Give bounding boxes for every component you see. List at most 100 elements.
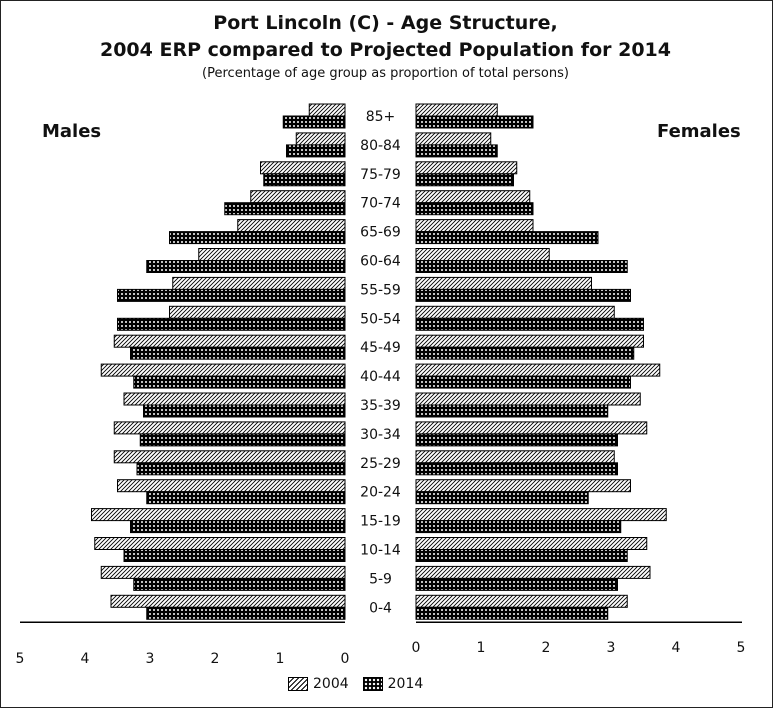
bar-male-2004-55-59 [172,276,346,290]
bar-male-2004-45-49 [113,334,346,348]
bar-male-2014-30-34 [139,433,346,447]
bar-female-2014-75-79 [415,173,514,187]
bar-female-2014-60-64 [415,260,628,273]
bar-female-2004-30-34 [415,421,648,435]
bar-female-2014-65-69 [415,231,599,245]
age-label: 20-24 [360,485,401,501]
male-tick-label: 4 [81,651,90,667]
bars-group [91,103,667,620]
legend: 2004 2014 [288,676,437,692]
bar-male-2014-45-49 [130,346,346,360]
female-tick-label: 2 [542,640,551,656]
bar-male-2014-60-64 [146,260,346,273]
bar-male-2004-60-64 [198,248,346,261]
bar-female-2004-25-29 [415,450,615,464]
axes-group: 85+80-8475-7970-7465-6960-6455-5950-5445… [16,109,746,667]
legend-item-2014: 2014 [362,676,424,692]
age-label: 75-79 [360,167,401,183]
legend-swatch-2004 [288,677,308,691]
legend-label-2014: 2014 [387,676,424,692]
male-tick-label: 0 [341,651,350,667]
bar-female-2014-20-24 [415,491,589,505]
chart-subtitle: (Percentage of age group as proportion o… [202,66,569,81]
chart-title: Port Lincoln (C) - Age Structure, [213,12,558,34]
age-label: 60-64 [360,254,401,270]
bar-female-2004-10-14 [415,537,648,550]
legend-item-2004: 2004 [288,676,349,692]
legend-swatch-2014 [362,677,383,691]
bar-male-2004-40-44 [100,363,346,377]
bar-female-2014-0-4 [415,606,609,620]
bar-male-2014-85+ [282,115,346,129]
bar-male-2014-5-9 [133,577,346,591]
bar-male-2004-50-54 [169,305,346,319]
bar-female-2004-60-64 [415,248,550,261]
male-tick-label: 1 [276,651,285,667]
bar-male-2014-35-39 [143,404,346,418]
age-label: 55-59 [360,282,401,298]
bar-female-2004-15-19 [415,508,667,522]
bar-male-2014-80-84 [286,144,346,158]
bar-female-2004-75-79 [415,161,518,175]
bar-female-2014-45-49 [415,346,635,360]
bar-male-2014-75-79 [263,173,346,187]
bar-male-2004-0-4 [110,594,346,608]
age-label: 5-9 [369,571,392,587]
bar-female-2004-5-9 [415,565,651,579]
age-label: 35-39 [360,398,401,414]
age-label: 50-54 [360,311,401,327]
male-tick-label: 2 [211,651,220,667]
male-tick-label: 3 [146,651,155,667]
bar-female-2014-30-34 [415,433,618,447]
age-label: 70-74 [360,196,401,212]
bar-male-2014-15-19 [130,520,346,534]
title-block: Port Lincoln (C) - Age Structure, 2004 E… [0,10,771,83]
bar-male-2004-85+ [308,103,346,117]
bar-male-2014-50-54 [117,317,346,331]
bar-female-2004-55-59 [415,276,592,290]
female-tick-label: 1 [477,640,486,656]
bar-male-2004-25-29 [113,450,346,464]
bar-female-2014-35-39 [415,404,609,418]
bar-male-2004-70-74 [250,190,346,204]
female-tick-label: 0 [412,640,421,656]
bar-female-2004-0-4 [415,594,628,608]
female-tick-label: 3 [607,640,616,656]
bar-male-2004-30-34 [113,421,346,435]
bar-male-2014-55-59 [117,288,346,302]
age-label: 85+ [366,109,396,125]
age-label: 40-44 [360,369,401,385]
chart-title-line-2: 2004 ERP compared to Projected Populatio… [99,39,671,61]
bar-female-2014-40-44 [415,375,631,389]
bar-male-2004-65-69 [237,219,346,233]
bar-male-2014-65-69 [169,231,346,245]
female-tick-label: 5 [737,640,746,656]
female-tick-label: 4 [672,640,681,656]
age-label: 45-49 [360,340,401,356]
bar-female-2004-40-44 [415,363,661,377]
bar-female-2004-80-84 [415,132,492,146]
bar-male-2014-0-4 [146,606,346,620]
age-label: 10-14 [360,543,401,559]
male-tick-label: 5 [16,651,25,667]
bar-female-2014-55-59 [415,288,631,302]
bar-female-2004-85+ [415,103,498,117]
bar-female-2004-35-39 [415,392,641,406]
bar-male-2004-10-14 [94,537,346,550]
age-label: 15-19 [360,514,401,530]
bar-female-2004-50-54 [415,305,615,319]
bar-female-2014-50-54 [415,317,644,331]
bar-male-2014-70-74 [224,202,346,216]
age-label: 65-69 [360,225,401,241]
bar-female-2004-65-69 [415,219,534,233]
bar-female-2004-45-49 [415,334,644,348]
bar-male-2014-25-29 [136,462,346,476]
bar-male-2004-20-24 [117,479,346,493]
age-label: 0-4 [369,600,392,616]
bar-male-2014-20-24 [146,491,346,505]
bar-male-2014-10-14 [123,549,346,562]
bar-male-2014-40-44 [133,375,346,389]
bar-male-2004-15-19 [91,508,346,522]
bar-female-2014-70-74 [415,202,534,216]
